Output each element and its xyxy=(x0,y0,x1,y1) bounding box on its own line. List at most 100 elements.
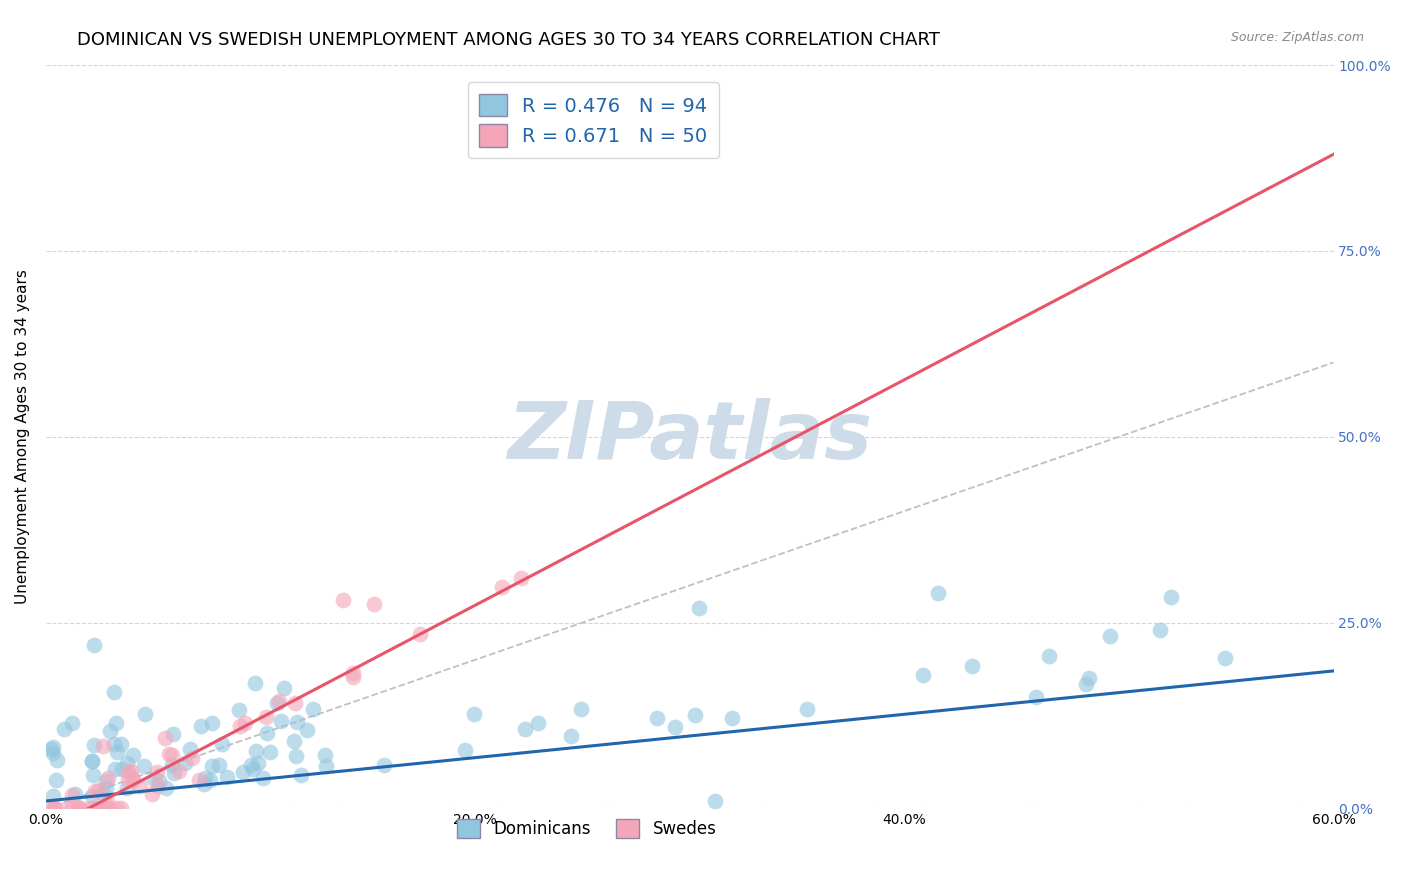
Point xyxy=(42,789,65,803)
Point xyxy=(247,756,270,770)
Point xyxy=(162,727,184,741)
Point xyxy=(342,666,364,681)
Point xyxy=(84,783,107,797)
Point xyxy=(56,801,79,815)
Point xyxy=(121,748,143,763)
Point xyxy=(121,773,143,788)
Point xyxy=(1025,690,1047,705)
Point xyxy=(509,571,531,585)
Point xyxy=(87,783,110,797)
Point xyxy=(409,627,432,641)
Point xyxy=(252,772,274,786)
Point xyxy=(82,754,104,768)
Point xyxy=(363,597,385,611)
Point xyxy=(233,715,256,730)
Point xyxy=(569,702,592,716)
Point xyxy=(273,681,295,696)
Point xyxy=(1074,677,1097,691)
Point xyxy=(91,739,114,753)
Point xyxy=(927,586,949,600)
Point xyxy=(315,759,337,773)
Point xyxy=(342,670,364,684)
Point xyxy=(45,773,67,788)
Point xyxy=(134,707,156,722)
Point xyxy=(912,668,935,682)
Point xyxy=(82,789,104,803)
Point xyxy=(475,95,498,110)
Point xyxy=(796,702,818,716)
Point xyxy=(97,772,120,786)
Point xyxy=(111,763,134,777)
Point xyxy=(645,711,668,725)
Point xyxy=(53,723,76,737)
Point xyxy=(243,675,266,690)
Point xyxy=(285,715,308,730)
Point xyxy=(107,746,129,760)
Point xyxy=(1099,629,1122,643)
Point xyxy=(242,762,264,776)
Point xyxy=(162,758,184,772)
Point xyxy=(560,729,582,743)
Point xyxy=(120,764,142,779)
Point xyxy=(1038,648,1060,663)
Point xyxy=(79,801,101,815)
Point xyxy=(143,772,166,786)
Point xyxy=(82,768,104,782)
Point xyxy=(60,715,83,730)
Point xyxy=(284,748,307,763)
Point xyxy=(145,765,167,780)
Point xyxy=(115,780,138,795)
Point xyxy=(526,716,548,731)
Point xyxy=(290,768,312,782)
Point xyxy=(65,787,87,801)
Point xyxy=(245,744,267,758)
Point xyxy=(155,781,177,796)
Point xyxy=(332,593,354,607)
Point xyxy=(60,801,83,815)
Point xyxy=(208,758,231,772)
Point xyxy=(110,737,132,751)
Point xyxy=(1215,651,1237,665)
Point xyxy=(94,780,117,795)
Point xyxy=(42,739,65,754)
Point xyxy=(201,715,224,730)
Point xyxy=(664,721,686,735)
Point xyxy=(269,694,291,708)
Point xyxy=(297,723,319,738)
Point xyxy=(491,580,513,594)
Point xyxy=(82,801,104,815)
Point xyxy=(91,787,114,801)
Point xyxy=(148,773,170,788)
Point xyxy=(83,738,105,752)
Point xyxy=(103,738,125,752)
Point xyxy=(187,773,209,788)
Legend: Dominicans, Swedes: Dominicans, Swedes xyxy=(450,812,723,845)
Point xyxy=(256,725,278,739)
Point xyxy=(174,756,197,770)
Point xyxy=(155,731,177,745)
Point xyxy=(80,755,103,769)
Point xyxy=(229,719,252,733)
Point xyxy=(193,777,215,791)
Point xyxy=(96,795,118,809)
Point xyxy=(302,702,325,716)
Point xyxy=(105,801,128,815)
Point xyxy=(180,751,202,765)
Point xyxy=(115,756,138,770)
Point xyxy=(97,801,120,815)
Point xyxy=(463,707,485,722)
Point xyxy=(42,801,65,815)
Point xyxy=(110,801,132,815)
Point xyxy=(104,762,127,776)
Point xyxy=(960,659,983,673)
Point xyxy=(193,772,215,786)
Point xyxy=(211,737,233,751)
Point xyxy=(190,719,212,733)
Point xyxy=(141,787,163,801)
Point xyxy=(201,759,224,773)
Point xyxy=(254,710,277,724)
Point xyxy=(270,714,292,728)
Point xyxy=(39,741,62,756)
Point xyxy=(688,600,710,615)
Point xyxy=(117,772,139,786)
